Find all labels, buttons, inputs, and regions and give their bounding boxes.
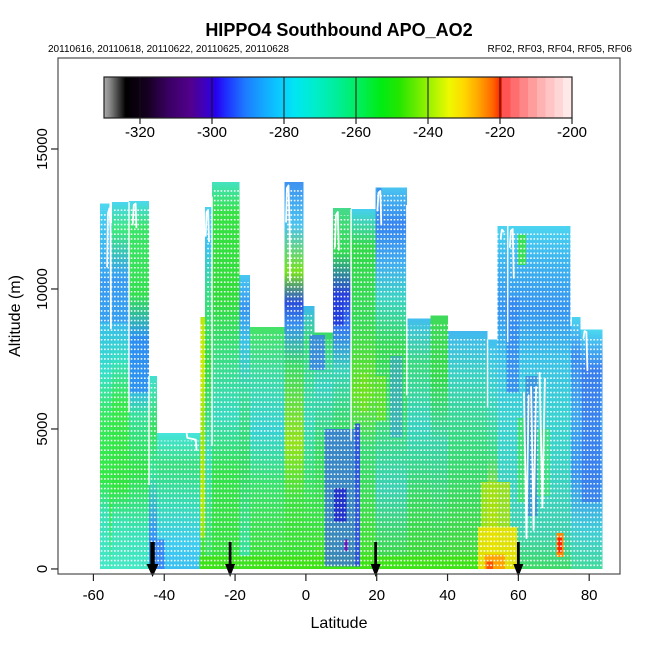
down-arrow-marker (370, 542, 381, 577)
flight-track-dotted-lines (100, 189, 602, 567)
colorbar-ramp (104, 77, 572, 118)
colorbar-tick-label: -300 (197, 124, 227, 141)
value-patch (486, 561, 494, 569)
profile-slit (570, 225, 572, 326)
flight-track-curve (334, 211, 340, 251)
colorbar-border (103, 76, 573, 119)
profile-slit (507, 225, 509, 343)
y-tick-label: 10000 (34, 268, 51, 310)
colorbar-pink-block (510, 77, 520, 118)
x-tick-label: 60 (510, 587, 527, 604)
subtitle-flight-numbers: RF02, RF03, RF04, RF05, RF06 (487, 44, 633, 55)
curtain-column (112, 202, 130, 569)
value-patch (129, 336, 150, 393)
curtain-column (212, 181, 240, 569)
colorbar-pink-block (528, 77, 537, 118)
flight-track-curve (204, 209, 210, 243)
curtain-column (430, 315, 449, 569)
subtitle-flight-dates: 20110616, 20110618, 20110622, 20110625, … (48, 44, 289, 55)
curtain-column (571, 316, 581, 569)
curtain-column (99, 203, 110, 569)
flight-track-curve (523, 391, 530, 540)
flight-track-curve (131, 202, 138, 229)
value-patch (344, 539, 348, 551)
flight-track-curve (530, 386, 537, 531)
flight-track-curve (376, 190, 383, 226)
x-tick-label: 40 (439, 587, 456, 604)
y-tick-label: 0 (34, 565, 51, 573)
colorbar-pink-block (501, 77, 511, 118)
value-patch (376, 375, 386, 421)
flight-track-curves (106, 184, 589, 540)
y-tick-label: 5000 (34, 412, 51, 445)
x-axis-title: Latitude (311, 615, 368, 632)
colorbar-tick-label: -200 (557, 124, 587, 141)
colorbar-tick-label: -220 (485, 124, 515, 141)
curtain-column (109, 223, 113, 569)
station-arrows (146, 542, 524, 577)
profile-slit (406, 204, 408, 396)
value-patch (506, 297, 520, 393)
x-tick-label: 0 (302, 587, 310, 604)
value-patch (355, 423, 361, 567)
value-patch (557, 537, 563, 553)
curtain-column (303, 305, 315, 569)
colorbar-tick-label: -260 (341, 124, 371, 141)
curtain-column (249, 326, 285, 569)
flight-track-curve (538, 372, 546, 509)
y-axis: 0 5000 10000 15000 Altitude (m) (7, 128, 58, 573)
value-patch (333, 487, 347, 522)
x-axis: -60 -40 -20 0 20 40 60 80 Latitude (83, 574, 598, 632)
flight-track-curve (285, 184, 291, 282)
curtain-column (487, 339, 498, 569)
curtain-column (284, 181, 304, 569)
y-tick-label: 15000 (34, 128, 51, 170)
colorbar-pink-block (519, 77, 529, 118)
value-patch (376, 187, 382, 225)
colorbar-tick-label: -320 (125, 124, 155, 141)
plot-box (57, 57, 621, 575)
colorbar: -320 -300 -280 -260 -240 -220 -200 (103, 76, 587, 141)
value-patch (390, 356, 403, 438)
colorbar-tick-label: -240 (413, 124, 443, 141)
curtain-column (149, 375, 157, 569)
chart-title: HIPPO4 Southbound APO_AO2 (205, 20, 473, 40)
profile-slit (110, 203, 112, 226)
profile-slit (148, 375, 150, 485)
x-tick-label: -20 (224, 587, 246, 604)
value-patch (517, 417, 527, 502)
down-arrow-marker (146, 542, 159, 577)
flight-track-curve (106, 207, 112, 330)
flight-track-curve (509, 228, 515, 279)
colorbar-pink-block (536, 77, 546, 118)
flight-track-curve (499, 228, 505, 240)
value-patch (333, 294, 344, 326)
x-tick-label: 80 (581, 587, 598, 604)
colorbar-tick-label: -280 (269, 124, 299, 141)
y-axis-title: Altitude (m) (7, 275, 24, 357)
value-patch (200, 318, 205, 539)
value-patch (480, 482, 510, 527)
profile-slit (128, 202, 130, 413)
x-tick-label: 20 (368, 587, 385, 604)
x-tick-label: -60 (83, 587, 105, 604)
x-tick-label: -40 (153, 587, 175, 604)
value-patch (582, 367, 601, 502)
colorbar-pink-block (545, 77, 555, 118)
colorbar-pink-block (554, 77, 564, 118)
colorbar-pink-block (563, 77, 572, 118)
value-patch (518, 234, 527, 266)
curtain-column (406, 318, 431, 569)
flight-track-curve (582, 330, 589, 372)
down-arrow-marker (513, 542, 524, 577)
down-arrow-marker (225, 542, 236, 577)
